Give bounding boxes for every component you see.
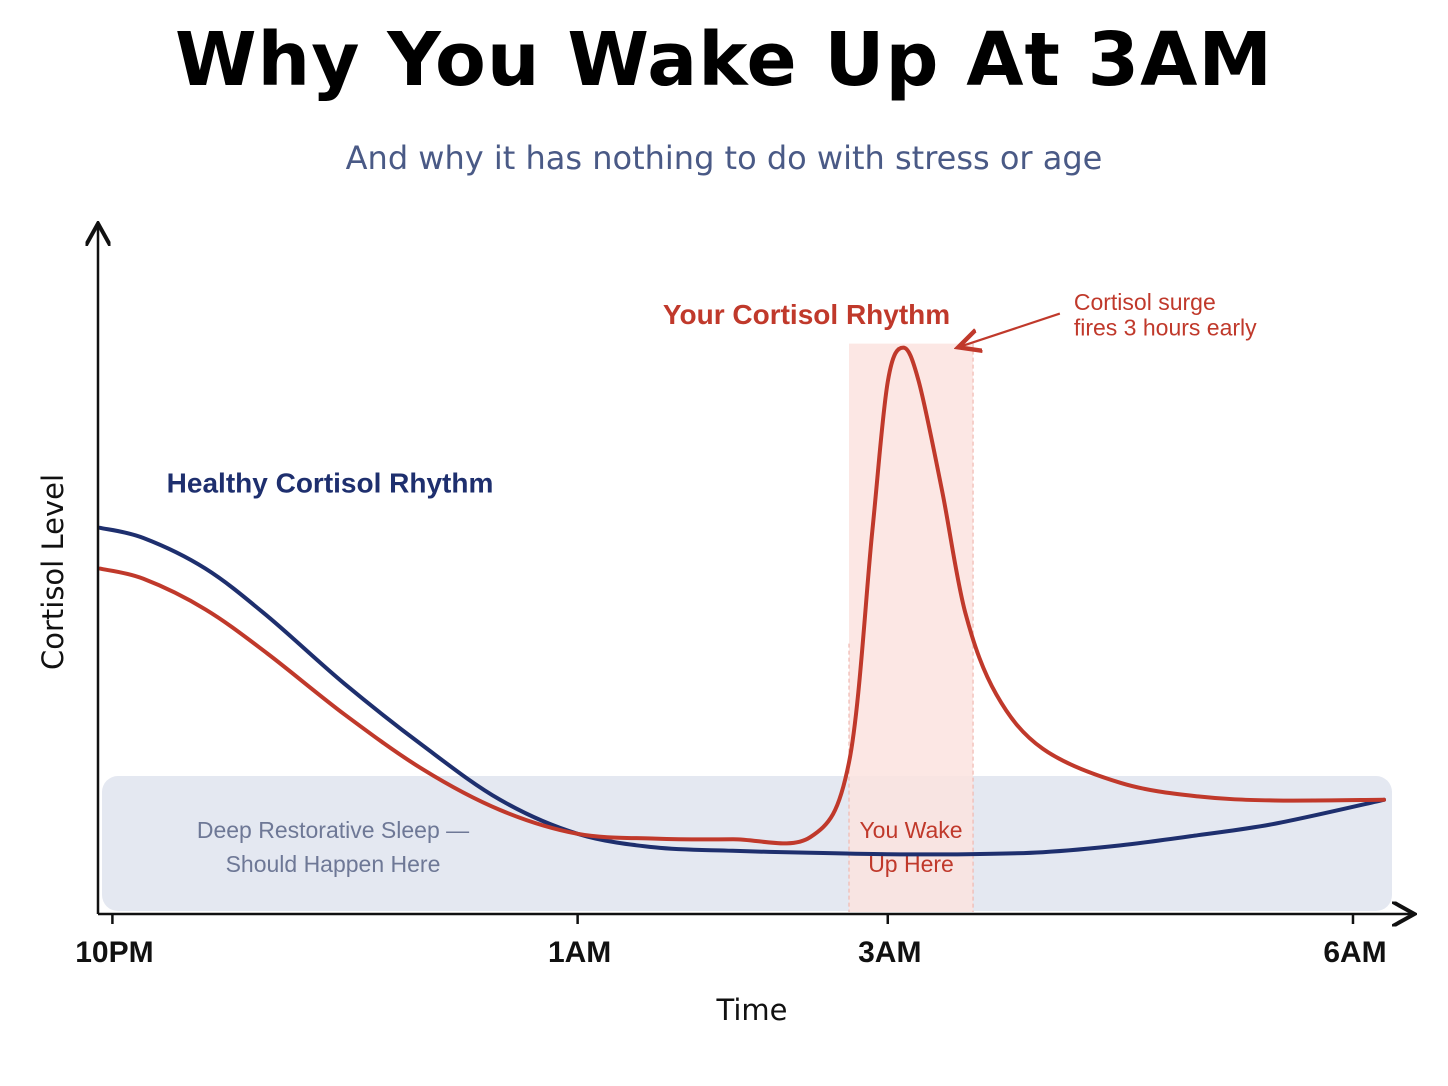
series-label-yours: Your Cortisol Rhythm (663, 299, 950, 330)
deep-sleep-label-line2: Should Happen Here (226, 851, 441, 877)
x-ticks: 10PM 1AM 3AM 6AM (75, 914, 1387, 969)
deep-sleep-label-line1: Deep Restorative Sleep — (197, 817, 469, 843)
x-tick-label: 3AM (858, 936, 921, 969)
deep-sleep-band (102, 776, 1392, 911)
page-subtitle: And why it has nothing to do with stress… (345, 139, 1103, 177)
x-tick-label: 6AM (1323, 936, 1386, 969)
y-axis-title: Cortisol Level (36, 474, 70, 670)
x-tick-label: 1AM (548, 936, 611, 969)
surge-annotation-line1: Cortisol surge (1074, 289, 1216, 315)
series-line-yours (98, 345, 1386, 846)
wake-up-zone (849, 343, 974, 913)
series-label-healthy: Healthy Cortisol Rhythm (167, 467, 494, 498)
x-axis-title: Time (716, 993, 788, 1027)
surge-arrow (960, 312, 1061, 347)
page-title: Why You Wake Up At 3AM (174, 17, 1274, 103)
series-line-healthy (98, 525, 1386, 857)
surge-annotation-line2: fires 3 hours early (1074, 314, 1257, 340)
x-tick-label: 10PM (75, 936, 153, 969)
wake-label-line1: You Wake (859, 817, 962, 843)
